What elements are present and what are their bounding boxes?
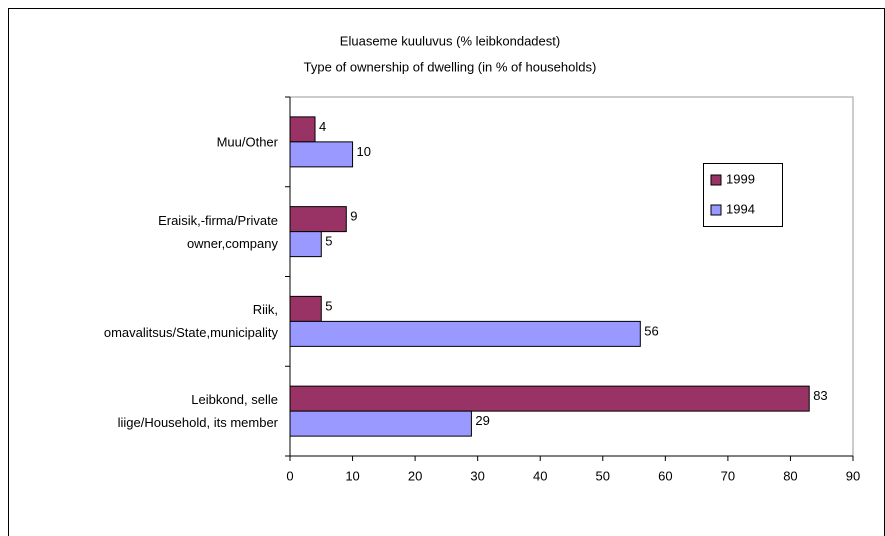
category-label: Riik, omavalitsus/State,municipality — [103, 302, 278, 341]
data-label: 9 — [350, 209, 357, 224]
data-label: 5 — [325, 234, 332, 249]
bar — [289, 320, 641, 347]
x-tick-label: 40 — [533, 468, 547, 483]
data-label: 4 — [319, 119, 326, 134]
bar — [289, 295, 322, 322]
x-tick-label: 20 — [408, 468, 422, 483]
bar — [289, 206, 347, 233]
x-tick-label: 10 — [345, 468, 359, 483]
data-label: 29 — [475, 413, 489, 428]
chart-title: Eluaseme kuuluvus (% leibkondadest) — [340, 33, 560, 48]
bar — [289, 410, 472, 437]
data-label: 56 — [644, 323, 658, 338]
legend-swatch — [710, 174, 722, 186]
plot-border — [290, 96, 854, 456]
x-tick-label: 80 — [783, 468, 797, 483]
bar — [289, 231, 322, 258]
legend-swatch — [710, 204, 722, 216]
chart-subtitle: Type of ownership of dwelling (in % of h… — [304, 59, 597, 74]
bar — [289, 116, 316, 143]
x-tick-label: 50 — [596, 468, 610, 483]
category-label: Muu/Other — [216, 134, 278, 150]
data-label: 5 — [325, 298, 332, 313]
legend-label: 1994 — [726, 201, 755, 216]
data-label: 83 — [813, 388, 827, 403]
bar — [289, 385, 810, 412]
bar — [289, 141, 354, 168]
x-tick-label: 30 — [470, 468, 484, 483]
legend — [703, 163, 783, 227]
chart-border — [8, 8, 885, 536]
legend-label: 1999 — [726, 171, 755, 186]
x-tick-label: 90 — [846, 468, 860, 483]
category-label: Leibkond, selle liige/Household, its mem… — [117, 392, 278, 431]
x-tick-label: 60 — [658, 468, 672, 483]
x-tick-label: 0 — [286, 468, 293, 483]
category-label: Eraisik,-firma/Private owner,company — [158, 212, 278, 251]
data-label: 10 — [357, 144, 371, 159]
x-tick-label: 70 — [721, 468, 735, 483]
